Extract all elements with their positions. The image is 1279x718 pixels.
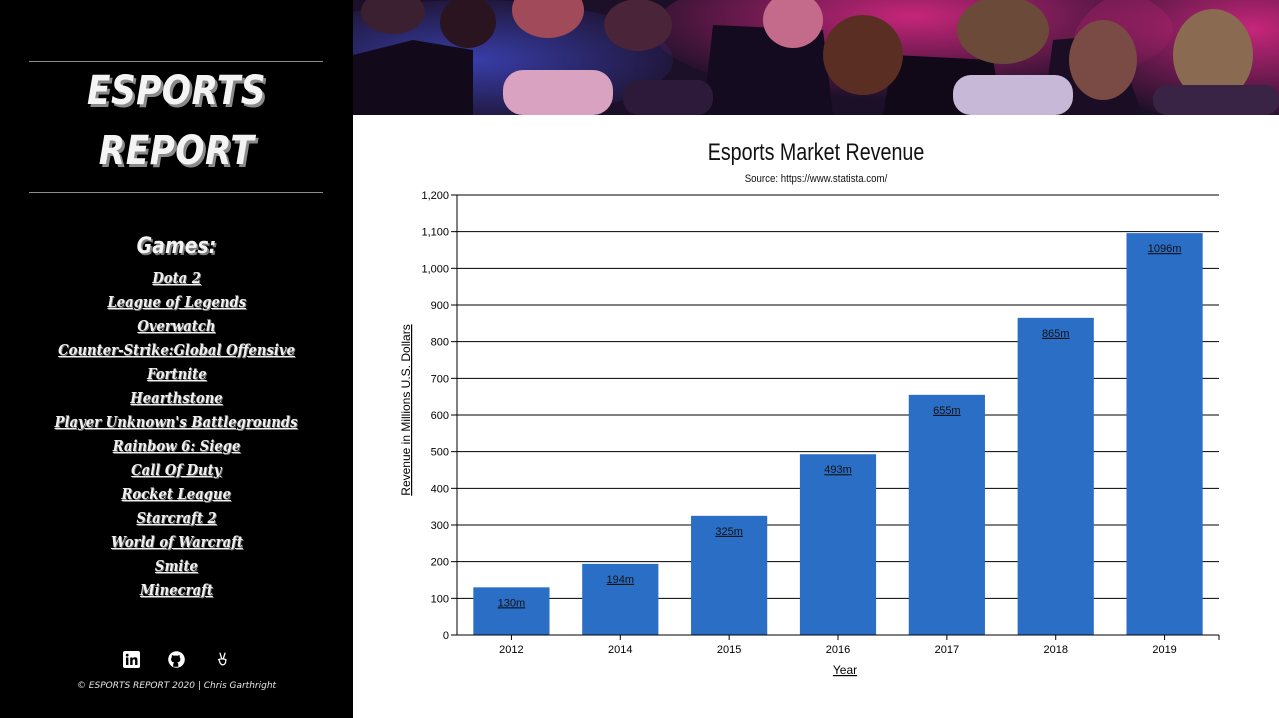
game-link-overwatch[interactable]: Overwatch [137,317,216,335]
y-tick-label: 700 [431,373,449,385]
y-tick-label: 800 [431,337,449,349]
brand-title-line1[interactable]: ESPORTS [87,68,266,114]
list-item: Dota 2 [0,269,353,293]
y-tick-label: 200 [431,557,449,569]
bar[interactable] [799,454,877,635]
github-icon[interactable] [168,651,186,669]
y-tick-label: 500 [431,447,449,459]
y-tick-label: 400 [431,483,449,495]
x-tick-label: 2017 [935,644,959,656]
list-item: Starcraft 2 [0,509,353,533]
game-link-league-of-legends[interactable]: League of Legends [107,293,246,311]
y-tick-label: 100 [431,593,449,605]
x-tick-label: 2019 [1152,644,1176,656]
list-item: Player Unknown's Battlegrounds [0,413,353,437]
game-link-hearthstone[interactable]: Hearthstone [130,389,223,407]
game-link-smite[interactable]: Smite [154,557,199,575]
chart-subtitle: Source: https://www.statista.com/ [744,173,888,185]
x-tick-label: 2014 [608,644,632,656]
bar[interactable] [582,563,659,635]
list-item: Call Of Duty [0,461,353,485]
data-label: 493m [824,464,852,476]
angellist-icon[interactable] [214,651,232,669]
divider-top [29,61,323,62]
y-tick-label: 1,000 [421,263,449,275]
bar[interactable] [1017,317,1094,635]
game-link-dota-2[interactable]: Dota 2 [152,269,201,287]
games-heading: Games: [136,234,217,259]
bar[interactable] [473,587,550,635]
bar[interactable] [691,515,768,635]
y-tick-label: 1,100 [421,227,449,239]
divider-bottom [29,192,323,193]
list-item: Smite [0,557,353,581]
game-link-starcraft-2[interactable]: Starcraft 2 [136,509,217,527]
sidebar: ESPORTS REPORT Games: Dota 2 League of L… [0,0,353,718]
x-tick-label: 2018 [1043,644,1067,656]
y-axis-label: Revenue in Millions U.S. Dollars [399,324,413,495]
list-item: Minecraft [0,581,353,605]
list-item: Overwatch [0,317,353,341]
y-tick-label: 600 [431,410,449,422]
y-tick-label: 900 [431,300,449,312]
game-link-rainbow-6-siege[interactable]: Rainbow 6: Siege [112,437,241,455]
list-item: Hearthstone [0,389,353,413]
game-link-world-of-warcraft[interactable]: World of Warcraft [110,533,243,551]
brand-title-line2[interactable]: REPORT [98,128,255,174]
list-item: Fortnite [0,365,353,389]
y-tick-label: 1,200 [421,190,449,202]
list-item: Rainbow 6: Siege [0,437,353,461]
list-item: World of Warcraft [0,533,353,557]
data-label: 130m [498,597,526,609]
data-label: 865m [1042,328,1070,340]
games-list: Dota 2 League of Legends Overwatch Count… [0,269,353,605]
copyright-text: © ESPORTS REPORT 2020 | Chris Garthright [76,681,277,691]
x-tick-label: 2016 [826,644,850,656]
chart-title: Esports Market Revenue [707,139,925,166]
game-link-csgo[interactable]: Counter-Strike:Global Offensive [58,341,295,359]
y-tick-label: 300 [431,520,449,532]
data-label: 194m [607,574,635,586]
bar[interactable] [908,394,985,635]
game-link-call-of-duty[interactable]: Call Of Duty [131,461,222,479]
bar-chart: 130m 194m 325m 493m 655m 865m 1096m 0 100 200 300… [399,190,1220,677]
data-label: 655m [933,405,961,417]
bar[interactable] [1126,233,1203,635]
chart-panel: Esports Market Revenue Source: https://w… [353,115,1279,718]
list-item: League of Legends [0,293,353,317]
social-links [0,651,353,671]
data-label: 325m [715,526,743,538]
game-link-minecraft[interactable]: Minecraft [140,581,213,599]
list-item: Rocket League [0,485,353,509]
linkedin-icon[interactable] [123,651,141,669]
x-tick-label: 2015 [717,644,741,656]
data-label: 1096m [1148,243,1182,255]
game-link-rocket-league[interactable]: Rocket League [121,485,232,503]
game-link-fortnite[interactable]: Fortnite [146,365,207,383]
header-crowd-image [353,0,1279,115]
x-axis-label: Year [833,663,857,677]
y-tick-label: 0 [443,630,449,642]
x-tick-label: 2012 [499,644,523,656]
list-item: Counter-Strike:Global Offensive [0,341,353,365]
game-link-pubg[interactable]: Player Unknown's Battlegrounds [55,413,298,431]
crowd-photo [353,0,1279,115]
